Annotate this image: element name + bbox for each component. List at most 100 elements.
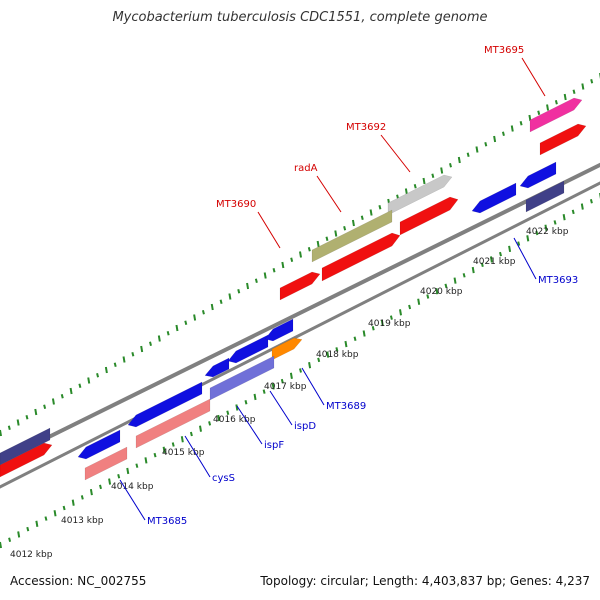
feature-forward-gene xyxy=(539,123,587,156)
feature-cysS xyxy=(135,398,211,449)
tick-mark-upper xyxy=(246,282,250,290)
tick-mark-upper xyxy=(546,104,550,111)
feature-forward-gene xyxy=(399,196,459,236)
scale-tick-label: 4015 kbp xyxy=(162,448,205,458)
tick-mark-upper xyxy=(122,356,126,363)
tick-mark-lower xyxy=(417,298,421,305)
tick-mark-lower xyxy=(262,389,266,394)
tick-mark-lower xyxy=(62,505,66,511)
tick-mark-lower xyxy=(80,495,84,500)
tick-mark-lower xyxy=(571,209,575,215)
feature-MT3690 xyxy=(279,271,321,301)
tick-mark-lower xyxy=(0,541,2,549)
feature-forward-gene xyxy=(321,232,401,282)
tick-mark-lower xyxy=(135,463,139,468)
tick-mark-lower xyxy=(335,347,339,352)
tick-mark-upper xyxy=(263,272,267,279)
tick-mark-lower xyxy=(126,467,130,475)
gene-label-ispd: ispD xyxy=(294,421,316,432)
tick-mark-lower xyxy=(344,340,348,348)
gene-labels: MT3695 MT3692 radA MT3690 MT3693 MT3689 ispD is… xyxy=(119,45,578,527)
feature-MT3695 xyxy=(529,97,583,133)
feature-reverse-gene xyxy=(77,429,121,460)
gene-label-mt3690: MT3690 xyxy=(216,199,256,210)
tick-mark-upper xyxy=(104,366,108,374)
scale-tick-label: 4016 kbp xyxy=(213,415,256,425)
tick-mark-upper xyxy=(457,156,461,164)
tick-mark-upper xyxy=(449,163,452,168)
tick-mark-upper xyxy=(404,188,408,195)
tick-mark-lower xyxy=(535,230,539,236)
tick-mark-lower xyxy=(362,330,366,337)
tick-mark-upper xyxy=(16,419,20,426)
tick-mark-lower xyxy=(589,199,593,204)
gene-label-mt3693: MT3693 xyxy=(538,275,578,286)
gene-label-mt3695: MT3695 xyxy=(484,45,524,56)
tick-mark-upper xyxy=(175,324,179,332)
tick-mark-upper xyxy=(228,293,232,300)
gene-label-mt3685: MT3685 xyxy=(147,516,187,527)
tick-ring: 4012 kbp 4013 kbp 4014 kbp 4015 kbp 4016 kbp… xyxy=(0,73,600,560)
tick-mark-upper xyxy=(237,289,241,294)
tick-mark-lower xyxy=(35,520,39,528)
tick-mark-upper xyxy=(157,335,161,342)
leader-line xyxy=(316,175,342,213)
scale-tick-label: 4022 kbp xyxy=(526,227,569,237)
backbone-line-outer xyxy=(0,162,600,464)
tick-mark-upper xyxy=(149,341,152,346)
tick-mark-lower xyxy=(153,452,157,458)
tick-mark-upper xyxy=(34,408,38,416)
tick-mark-upper xyxy=(272,268,276,273)
tick-mark-lower xyxy=(44,516,48,521)
tick-mark-lower xyxy=(426,294,430,299)
map-title: Mycobacterium tuberculosis CDC1551, comp… xyxy=(112,10,488,25)
tick-mark-lower xyxy=(435,288,439,295)
tick-mark-upper xyxy=(519,121,523,126)
tick-mark-upper xyxy=(378,205,382,210)
scale-tick-label: 4017 kbp xyxy=(264,382,307,392)
scale-tick-label: 4012 kbp xyxy=(10,550,53,560)
tick-mark-lower xyxy=(180,436,184,443)
leader-line xyxy=(301,367,325,406)
tick-mark-upper xyxy=(254,278,258,283)
tick-mark-lower xyxy=(471,266,475,274)
tick-mark-lower xyxy=(544,224,548,231)
feature-track xyxy=(0,97,587,481)
tick-mark-upper xyxy=(431,173,435,178)
accession-text: Accession: NC_002755 xyxy=(10,574,147,588)
tick-mark-lower xyxy=(253,393,257,401)
tick-mark-upper xyxy=(501,131,505,136)
tick-mark-upper xyxy=(281,261,285,269)
leader-line xyxy=(257,211,281,249)
tick-mark-lower xyxy=(244,399,248,405)
tick-mark-upper xyxy=(25,415,29,420)
gene-label-mt3692: MT3692 xyxy=(346,122,386,133)
tick-mark-upper xyxy=(78,383,82,388)
tick-mark-lower xyxy=(326,351,330,358)
tick-mark-upper xyxy=(96,373,100,378)
tick-mark-upper xyxy=(290,257,294,262)
tick-mark-upper xyxy=(219,299,223,304)
tick-mark-lower xyxy=(199,425,202,432)
tick-mark-lower xyxy=(26,526,30,532)
gene-label-ispf: ispF xyxy=(264,440,284,451)
tick-mark-upper xyxy=(201,310,205,315)
tick-mark-upper xyxy=(43,404,47,409)
tick-mark-lower xyxy=(399,309,402,316)
feature-reverse-gene xyxy=(519,161,557,189)
tick-mark-lower xyxy=(508,245,512,253)
tick-mark-upper xyxy=(440,167,444,174)
genome-backbone xyxy=(0,162,600,489)
genome-summary: Topology: circular; Length: 4,403,837 bp… xyxy=(260,574,590,588)
tick-mark-lower xyxy=(144,457,148,464)
tick-mark-upper xyxy=(166,331,170,336)
leader-line xyxy=(236,405,263,445)
feature-reverse-gene xyxy=(264,318,294,342)
tick-mark-upper xyxy=(193,314,197,321)
tick-mark-lower xyxy=(317,357,321,363)
tick-mark-lower xyxy=(453,277,457,284)
leader-line xyxy=(521,57,546,97)
tick-mark-upper xyxy=(360,215,364,220)
scale-tick-label: 4019 kbp xyxy=(368,319,411,329)
feature-reverse-gene xyxy=(0,427,51,466)
